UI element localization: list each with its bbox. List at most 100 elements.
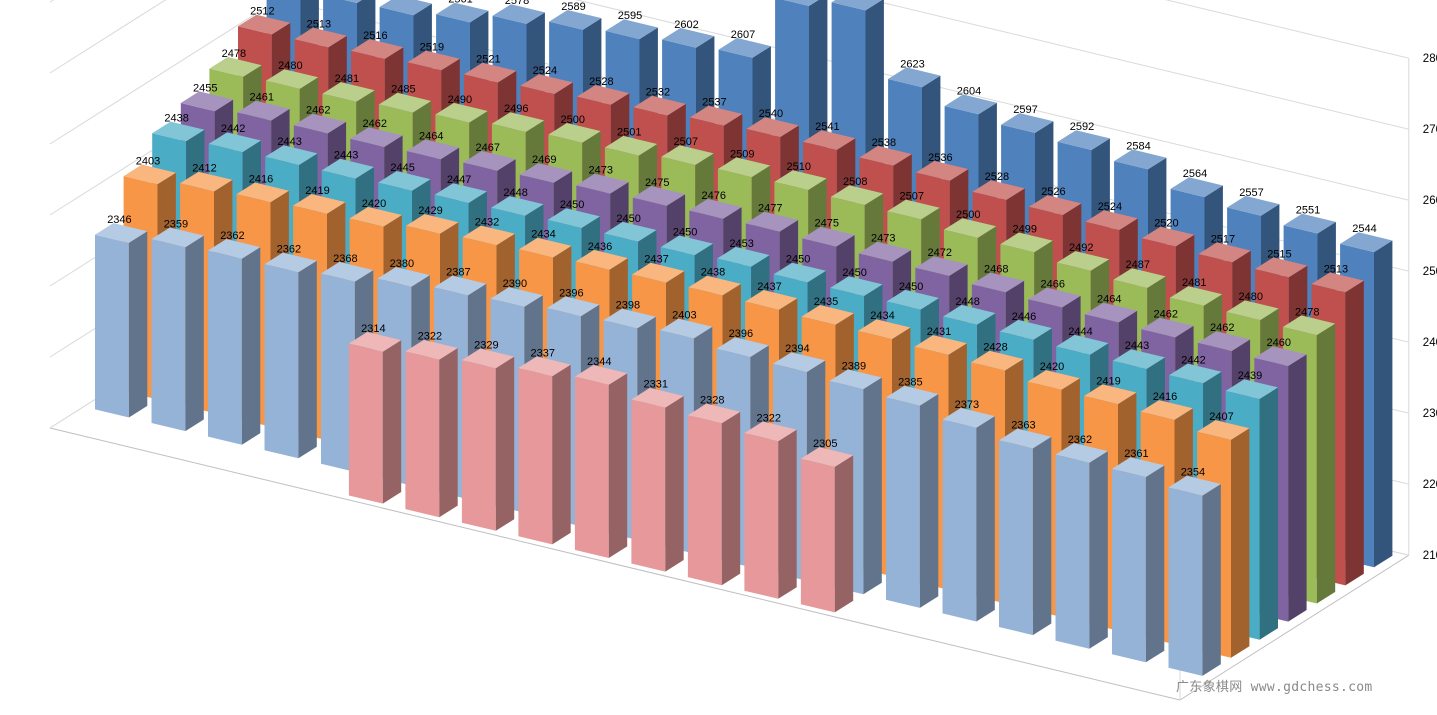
data-label: 2509: [730, 148, 754, 160]
data-label: 2419: [305, 185, 329, 197]
data-label: 2450: [616, 213, 640, 225]
data-label: 2589: [561, 1, 585, 13]
data-label: 2361: [1124, 448, 1148, 460]
bar-top-face: [95, 223, 148, 243]
data-label: 2519: [420, 42, 444, 54]
bar-top-face: [773, 352, 826, 372]
bar-top-face: [1340, 232, 1393, 253]
data-label: 2439: [1238, 370, 1262, 382]
data-label: 2398: [616, 300, 640, 312]
bar-side-face: [976, 416, 995, 622]
bar: [687, 403, 741, 586]
bar-side-face: [1089, 451, 1108, 649]
bar-top-face: [944, 94, 997, 115]
bar-top-face: [1227, 195, 1280, 216]
bar-top-face: [1197, 420, 1250, 440]
tick-label: 2100: [1423, 550, 1437, 562]
bar-top-face: [519, 163, 573, 183]
bar-top-face: [406, 214, 459, 234]
data-label: 2595: [618, 10, 642, 22]
data-label: 2487: [1126, 259, 1150, 271]
data-label: 2380: [390, 258, 414, 270]
data-label: 2436: [588, 241, 612, 253]
data-label: 2516: [363, 30, 387, 42]
data-label: 2602: [674, 19, 698, 31]
bar-top-face: [180, 171, 233, 192]
bar-top-face: [1254, 346, 1307, 366]
bar-top-face: [1084, 384, 1137, 405]
data-label: 2314: [361, 323, 385, 335]
gridline: [49, 0, 1409, 201]
data-label: 2538: [872, 137, 896, 149]
bar-top-face: [462, 225, 515, 246]
data-label: 2396: [559, 287, 583, 299]
bar-front-face: [461, 360, 496, 531]
bar-top-face: [1056, 334, 1109, 355]
bar-side-face: [495, 356, 515, 531]
data-label: 2362: [220, 230, 244, 242]
bar-front-face: [574, 376, 609, 558]
bar-top-face: [604, 135, 658, 156]
bar-top-face: [1085, 210, 1138, 230]
data-label: 2445: [390, 162, 414, 174]
bar-top-face: [943, 218, 997, 238]
bar: [942, 407, 995, 622]
bar-top-face: [1000, 232, 1053, 253]
bar-side-face: [1345, 280, 1364, 586]
data-label: 2537: [702, 97, 726, 109]
bar-top-face: [803, 130, 856, 150]
bar-top-face: [492, 4, 545, 24]
bar-side-face: [1288, 354, 1307, 622]
bar: [518, 356, 571, 545]
data-label: 2442: [221, 123, 245, 135]
data-label: 2524: [533, 65, 557, 77]
bar: [999, 428, 1052, 636]
data-label: 2501: [617, 127, 641, 139]
bar-top-face: [1056, 251, 1110, 271]
bar-top-face: [971, 350, 1024, 371]
bar-top-face: [519, 237, 572, 258]
data-label: 2485: [391, 84, 415, 96]
bar-top-face: [916, 160, 969, 181]
bar-top-face: [547, 208, 600, 228]
bar-top-face: [321, 261, 374, 282]
data-label: 2437: [644, 254, 668, 266]
data-label: 2390: [503, 278, 527, 290]
data-label: 2462: [1210, 322, 1234, 334]
bar-top-face: [434, 183, 487, 203]
bar-front-face: [744, 433, 779, 599]
bar-top-face: [1140, 400, 1193, 420]
data-label: 2512: [250, 6, 274, 18]
data-label: 2584: [1126, 140, 1150, 152]
bar-top-face: [151, 227, 204, 248]
data-label: 2464: [1097, 294, 1121, 306]
data-label: 2435: [814, 296, 838, 308]
bar-top-face: [802, 226, 855, 247]
data-label: 2453: [729, 238, 753, 250]
bar-side-face: [665, 396, 684, 572]
bar-top-face: [829, 369, 882, 390]
bar-top-face: [1057, 130, 1110, 150]
bar-top-face: [406, 139, 460, 160]
bar-top-face: [858, 241, 912, 262]
bar-top-face: [744, 421, 797, 442]
bar-front-face: [999, 440, 1033, 636]
data-label: 2468: [984, 264, 1008, 276]
bar-top-face: [830, 185, 884, 205]
bar-top-face: [236, 182, 289, 203]
bar-front-face: [631, 399, 666, 572]
bar-top-face: [783, 0, 819, 6]
data-label: 2448: [503, 187, 527, 199]
data-label: 2437: [757, 281, 781, 293]
data-label: 2462: [306, 105, 330, 117]
bar-side-face: [1374, 240, 1393, 568]
bar-top-face: [1168, 475, 1221, 496]
tick-label: 2800: [1423, 53, 1437, 65]
bar-front-face: [348, 343, 383, 504]
bar-top-face: [745, 211, 799, 232]
tick-label: 2500: [1423, 266, 1437, 278]
bar-top-face: [548, 123, 601, 143]
data-label: 2443: [334, 150, 358, 162]
gridline: [49, 0, 1409, 130]
data-label: 2473: [871, 233, 895, 245]
